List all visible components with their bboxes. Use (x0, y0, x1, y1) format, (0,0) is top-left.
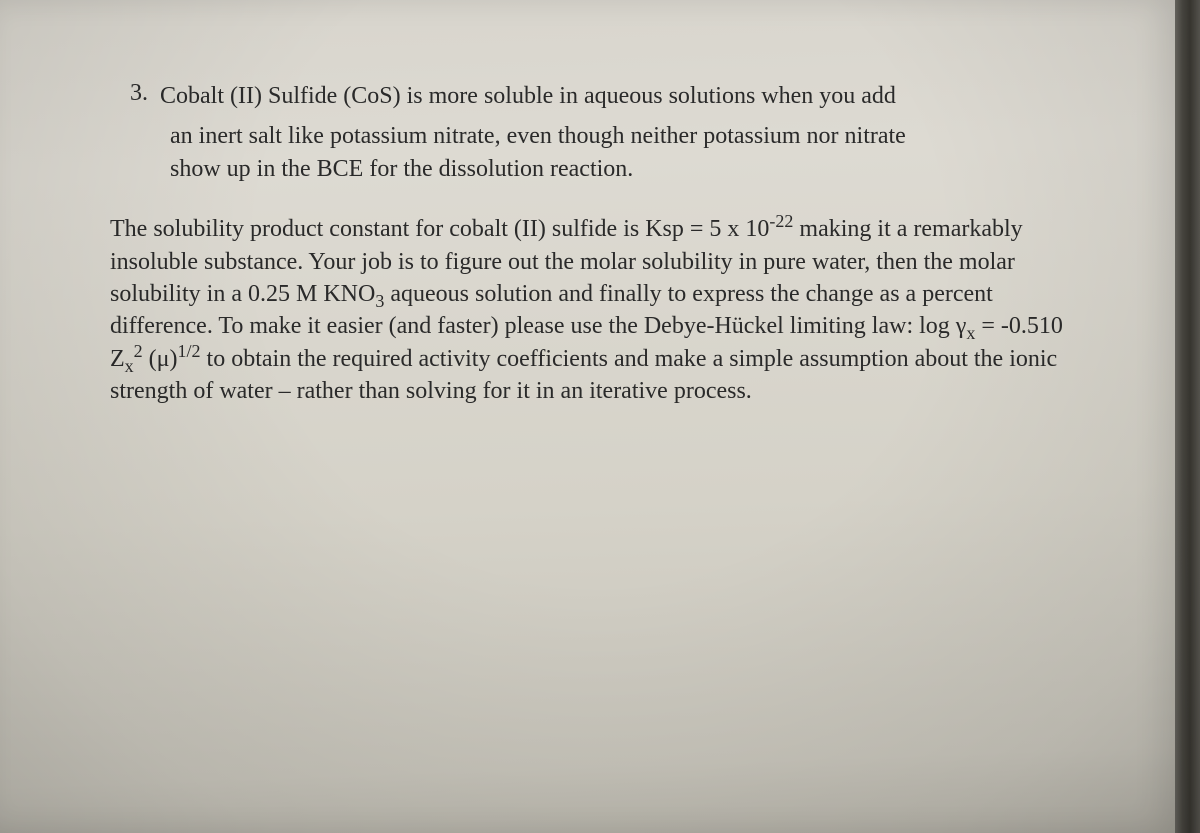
subscript-3: x (125, 356, 134, 376)
page-edge-shadow (1175, 0, 1200, 833)
exponent-1: -22 (769, 211, 793, 231)
subscript-1: 3 (375, 291, 384, 311)
main-paragraph: The solubility product constant for coba… (100, 213, 1108, 407)
problem-header: 3. Cobalt (II) Sulfide (CoS) is more sol… (100, 80, 1108, 112)
para-text-6: to obtain the required activity coeffici… (110, 346, 1057, 404)
intro-line-3: show up in the BCE for the dissolution r… (100, 153, 1108, 185)
document-page: 3. Cobalt (II) Sulfide (CoS) is more sol… (0, 0, 1180, 833)
exponent-2: 2 (134, 341, 143, 361)
problem-number: 3. (130, 80, 148, 107)
para-text-1: The solubility product constant for coba… (110, 216, 769, 242)
exponent-3: 1/2 (178, 341, 201, 361)
intro-line-2: an inert salt like potassium nitrate, ev… (100, 120, 1108, 152)
para-text-5: (μ) (143, 346, 178, 372)
intro-line-1: Cobalt (II) Sulfide (CoS) is more solubl… (160, 80, 896, 112)
